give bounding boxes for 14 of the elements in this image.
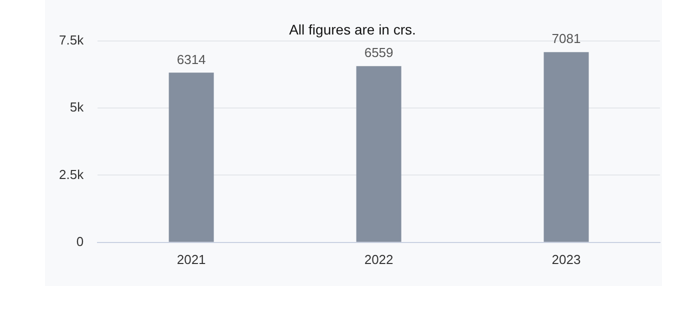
y-tick-label: 0 bbox=[76, 234, 84, 249]
x-tick-label: 2023 bbox=[552, 252, 581, 267]
y-tick-label: 2.5k bbox=[58, 166, 84, 182]
y-tick-label: 7.5k bbox=[58, 32, 84, 48]
bar bbox=[168, 72, 214, 242]
bar bbox=[544, 52, 589, 242]
chart-title: All figures are in crs. bbox=[289, 21, 416, 38]
x-tick-label: 2022 bbox=[364, 252, 394, 267]
y-tick-label: 5k bbox=[70, 100, 84, 115]
data-label: 6314 bbox=[176, 52, 206, 67]
bar bbox=[356, 66, 402, 242]
data-label: 6559 bbox=[364, 45, 394, 60]
data-label: 7081 bbox=[552, 31, 581, 46]
x-tick-label: 2021 bbox=[176, 252, 206, 267]
